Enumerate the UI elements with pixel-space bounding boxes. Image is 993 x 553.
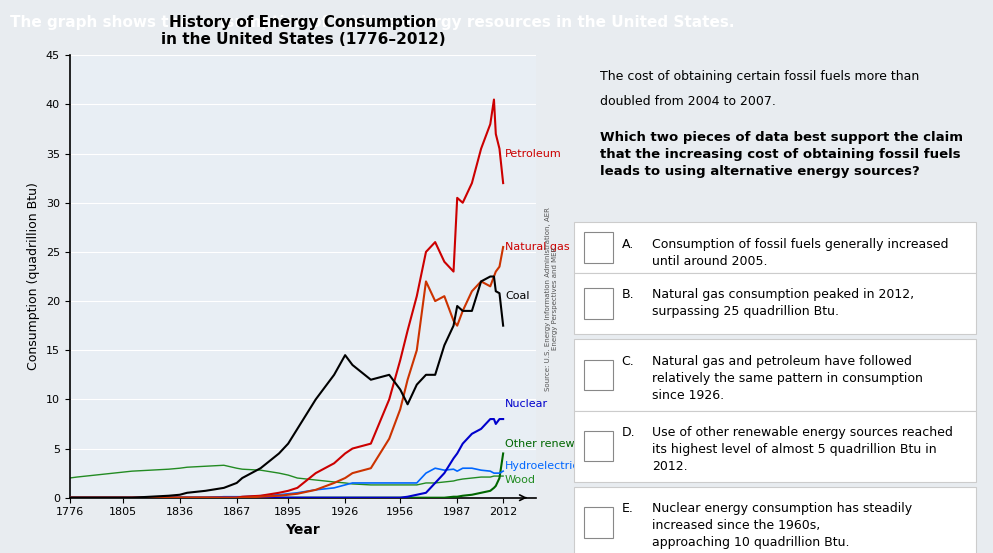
Text: Nuclear energy consumption has steadily
increased since the 1960s,
approaching 1: Nuclear energy consumption has steadily … [652,502,913,549]
FancyBboxPatch shape [574,487,975,553]
FancyBboxPatch shape [574,340,975,410]
X-axis label: Year: Year [286,523,320,537]
Text: D.: D. [622,426,636,439]
Text: doubled from 2004 to 2007.: doubled from 2004 to 2007. [600,95,776,108]
Text: C.: C. [622,354,635,368]
FancyBboxPatch shape [585,507,613,538]
Text: Which two pieces of data best support the claim that the increasing cost of obta: Which two pieces of data best support th… [600,131,963,178]
Text: B.: B. [622,289,635,301]
Text: The graph shows the consumption of various energy resources in the United States: The graph shows the consumption of vario… [10,14,735,30]
Text: The cost of obtaining certain fossil fuels more than: The cost of obtaining certain fossil fue… [600,70,920,83]
FancyBboxPatch shape [585,232,613,263]
FancyBboxPatch shape [574,273,975,334]
Text: Other renewables: Other renewables [505,439,604,448]
Text: Petroleum: Petroleum [505,149,562,159]
Text: A.: A. [622,238,634,251]
Text: Consumption of fossil fuels generally increased
until around 2005.: Consumption of fossil fuels generally in… [652,238,948,268]
FancyBboxPatch shape [574,410,975,482]
Text: E.: E. [622,502,634,515]
Text: Wood: Wood [505,475,536,485]
Y-axis label: Consumption (quadrillion Btu): Consumption (quadrillion Btu) [27,182,40,371]
Text: Hydroelectric: Hydroelectric [505,461,580,471]
Text: Use of other renewable energy sources reached
its highest level of almost 5 quad: Use of other renewable energy sources re… [652,426,953,473]
Text: Source: U.S. Energy Information Administration, AER
Energy Perspectives and MER: Source: U.S. Energy Information Administ… [544,207,558,390]
Title: History of Energy Consumption
in the United States (1776–2012): History of Energy Consumption in the Uni… [161,15,445,47]
FancyBboxPatch shape [585,431,613,461]
FancyBboxPatch shape [585,359,613,390]
FancyBboxPatch shape [585,289,613,319]
Text: Nuclear: Nuclear [505,399,548,409]
Text: Coal: Coal [505,291,529,301]
Text: Natural gas and petroleum have followed
relatively the same pattern in consumpti: Natural gas and petroleum have followed … [652,354,923,401]
Text: Natural gas: Natural gas [505,242,570,252]
Text: Natural gas consumption peaked in 2012,
surpassing 25 quadrillion Btu.: Natural gas consumption peaked in 2012, … [652,289,915,319]
FancyBboxPatch shape [574,222,975,273]
